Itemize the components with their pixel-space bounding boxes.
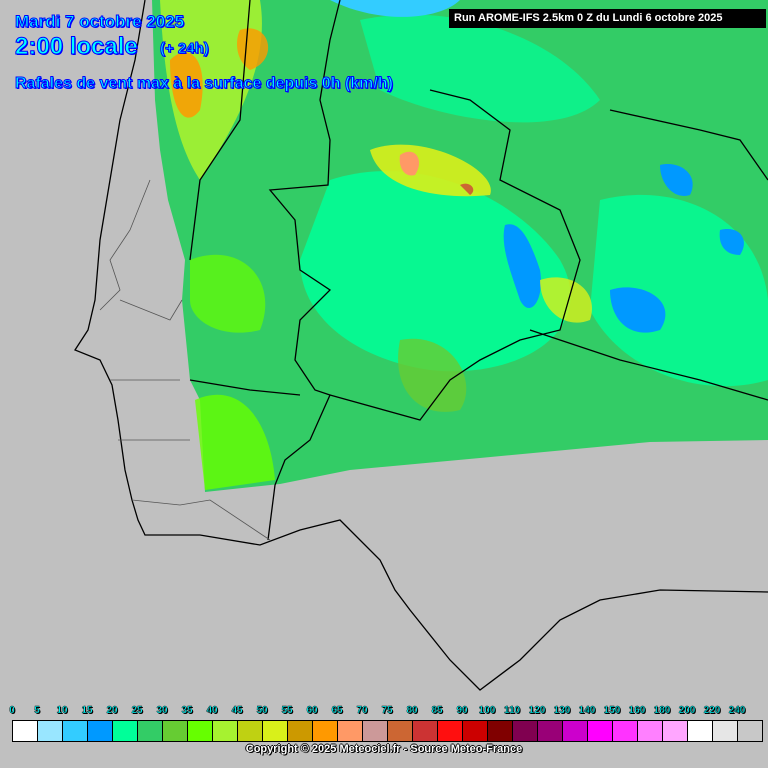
legend-swatch [38,721,63,741]
coastline [74,0,768,691]
legend-swatch [163,721,188,741]
legend-label: 160 [628,705,646,716]
legend-swatch [113,721,138,741]
legend-swatch [313,721,338,741]
legend-label: 50 [256,705,268,716]
legend-label: 80 [406,705,418,716]
legend-label: 55 [281,705,293,716]
legend-swatch [438,721,463,741]
color-legend [12,720,763,742]
legend-swatch [663,721,688,741]
legend-swatch [638,721,663,741]
model-field [152,0,768,492]
legend-swatch [138,721,163,741]
legend-label: 130 [553,705,571,716]
legend-swatch [588,721,613,741]
legend-swatch [413,721,438,741]
legend-swatch [263,721,288,741]
legend-swatch [463,721,488,741]
legend-swatch [738,721,762,741]
legend-label: 240 [728,705,746,716]
legend-swatch [363,721,388,741]
legend-label: 20 [106,705,118,716]
legend-swatch [713,721,738,741]
legend-swatch [238,721,263,741]
legend-labels: 0 5 10 15 20 25 30 35 40 45 50 55 60 65 70 75 80 85 90 100 1… [0,705,768,719]
legend-label: 120 [528,705,546,716]
legend-label: 35 [181,705,193,716]
legend-label: 200 [678,705,696,716]
legend-swatch [613,721,638,741]
legend-label: 15 [81,705,93,716]
legend-swatch [188,721,213,741]
legend-label: 0 [9,705,15,716]
model-run-label: Run AROME-IFS 2.5km 0 Z du Lundi 6 octob… [449,9,766,28]
legend-label: 140 [578,705,596,716]
legend-label: 5 [34,705,40,716]
forecast-time: 2:00 locale [15,33,139,61]
legend-label: 85 [431,705,443,716]
legend-swatch [688,721,713,741]
legend-label: 65 [331,705,343,716]
legend-label: 45 [231,705,243,716]
legend-label: 60 [306,705,318,716]
legend-swatch [13,721,38,741]
legend-swatch [563,721,588,741]
legend-label: 220 [703,705,721,716]
legend-label: 30 [156,705,168,716]
legend-swatch [63,721,88,741]
legend-swatch [213,721,238,741]
legend-label: 25 [131,705,143,716]
legend-label: 180 [653,705,671,716]
legend-label: 70 [356,705,368,716]
legend-label: 110 [503,705,521,716]
forecast-lead-time: (+ 24h) [160,40,210,58]
legend-swatch [488,721,513,741]
parameter-title: Rafales de vent max à la surface depuis … [15,75,394,93]
copyright: Copyright © 2025 Meteociel.fr - Source M… [245,743,523,755]
forecast-date: Mardi 7 octobre 2025 [14,12,185,32]
portugal-spain-border [267,0,341,541]
legend-swatch [538,721,563,741]
legend-label: 100 [478,705,496,716]
legend-label: 150 [603,705,621,716]
legend-swatch [288,721,313,741]
legend-swatch [388,721,413,741]
legend-label: 90 [456,705,468,716]
admin-borders [99,179,271,541]
legend-label: 40 [206,705,218,716]
borders [74,0,768,691]
legend-swatch [338,721,363,741]
legend-swatch [88,721,113,741]
legend-swatch [513,721,538,741]
legend-label: 10 [56,705,68,716]
legend-label: 75 [381,705,393,716]
